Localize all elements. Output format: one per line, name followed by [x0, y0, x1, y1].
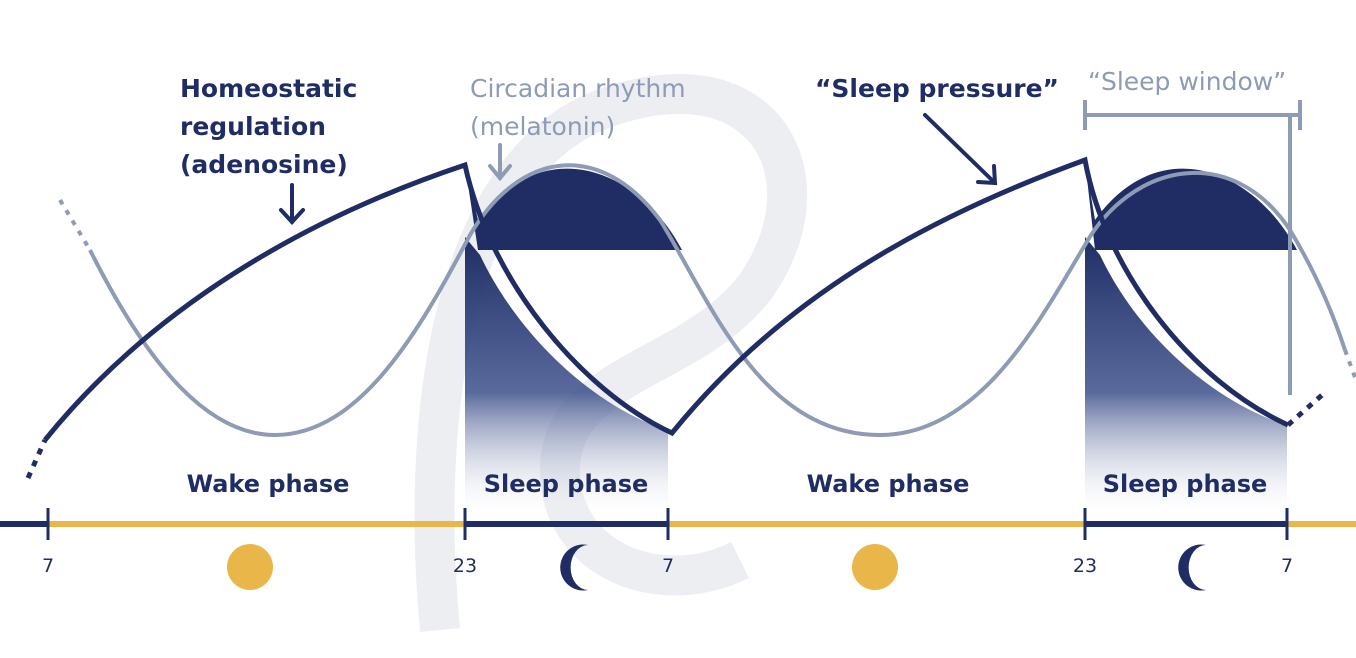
circadian-label-line-2: (melatonin) — [470, 112, 615, 141]
circadian-label-line-1: Circadian rhythm — [470, 74, 686, 103]
sleep-pressure-label: “Sleep pressure” — [815, 74, 1059, 103]
sleep-phase-label-2: Sleep phase — [1103, 470, 1268, 498]
sleep-window-bracket — [1083, 100, 1302, 395]
homeostatic-label-line-3: (adenosine) — [180, 150, 348, 179]
circadian-rhythm-dotted-start — [58, 198, 92, 252]
arrow-down-icon-circadian — [488, 143, 512, 182]
sleep-phase-shade-1 — [465, 237, 668, 520]
homeostatic-label-line-1: Homeostatic — [180, 74, 357, 103]
sleep-phase-shade-2 — [1085, 237, 1287, 520]
tick-label-23-a: 23 — [453, 555, 477, 577]
tick-label-7-c: 7 — [1281, 555, 1293, 577]
sun-icon — [852, 544, 898, 590]
homeostatic-regulation-curve — [43, 156, 1290, 442]
tick-label-7-b: 7 — [662, 555, 674, 577]
melatonin-peak-fill-1 — [465, 165, 682, 250]
homeostatic-dotted-start — [25, 438, 48, 480]
moon-icon — [1178, 544, 1206, 591]
sun-icon — [227, 544, 273, 590]
timeline-ticks — [46, 508, 1289, 540]
circadian-rhythm-dotted-end — [1343, 349, 1356, 381]
sleep-window-label: “Sleep window” — [1088, 67, 1286, 96]
wake-phase-label-1: Wake phase — [187, 470, 350, 498]
moon-icon — [560, 544, 588, 591]
homeostatic-label-line-2: regulation — [180, 112, 326, 141]
homeostatic-dotted-end — [1286, 393, 1324, 427]
wake-phase-label-2: Wake phase — [807, 470, 970, 498]
arrow-icon-sleep-pressure — [923, 113, 998, 186]
melatonin-peak-fill-2 — [1085, 160, 1297, 250]
tick-label-23-b: 23 — [1073, 555, 1097, 577]
sleep-phase-label-1: Sleep phase — [484, 470, 649, 498]
circadian-rhythm-curve — [88, 163, 1347, 438]
arrow-down-icon-homeostatic — [279, 183, 305, 225]
tick-label-7-a: 7 — [42, 555, 54, 577]
